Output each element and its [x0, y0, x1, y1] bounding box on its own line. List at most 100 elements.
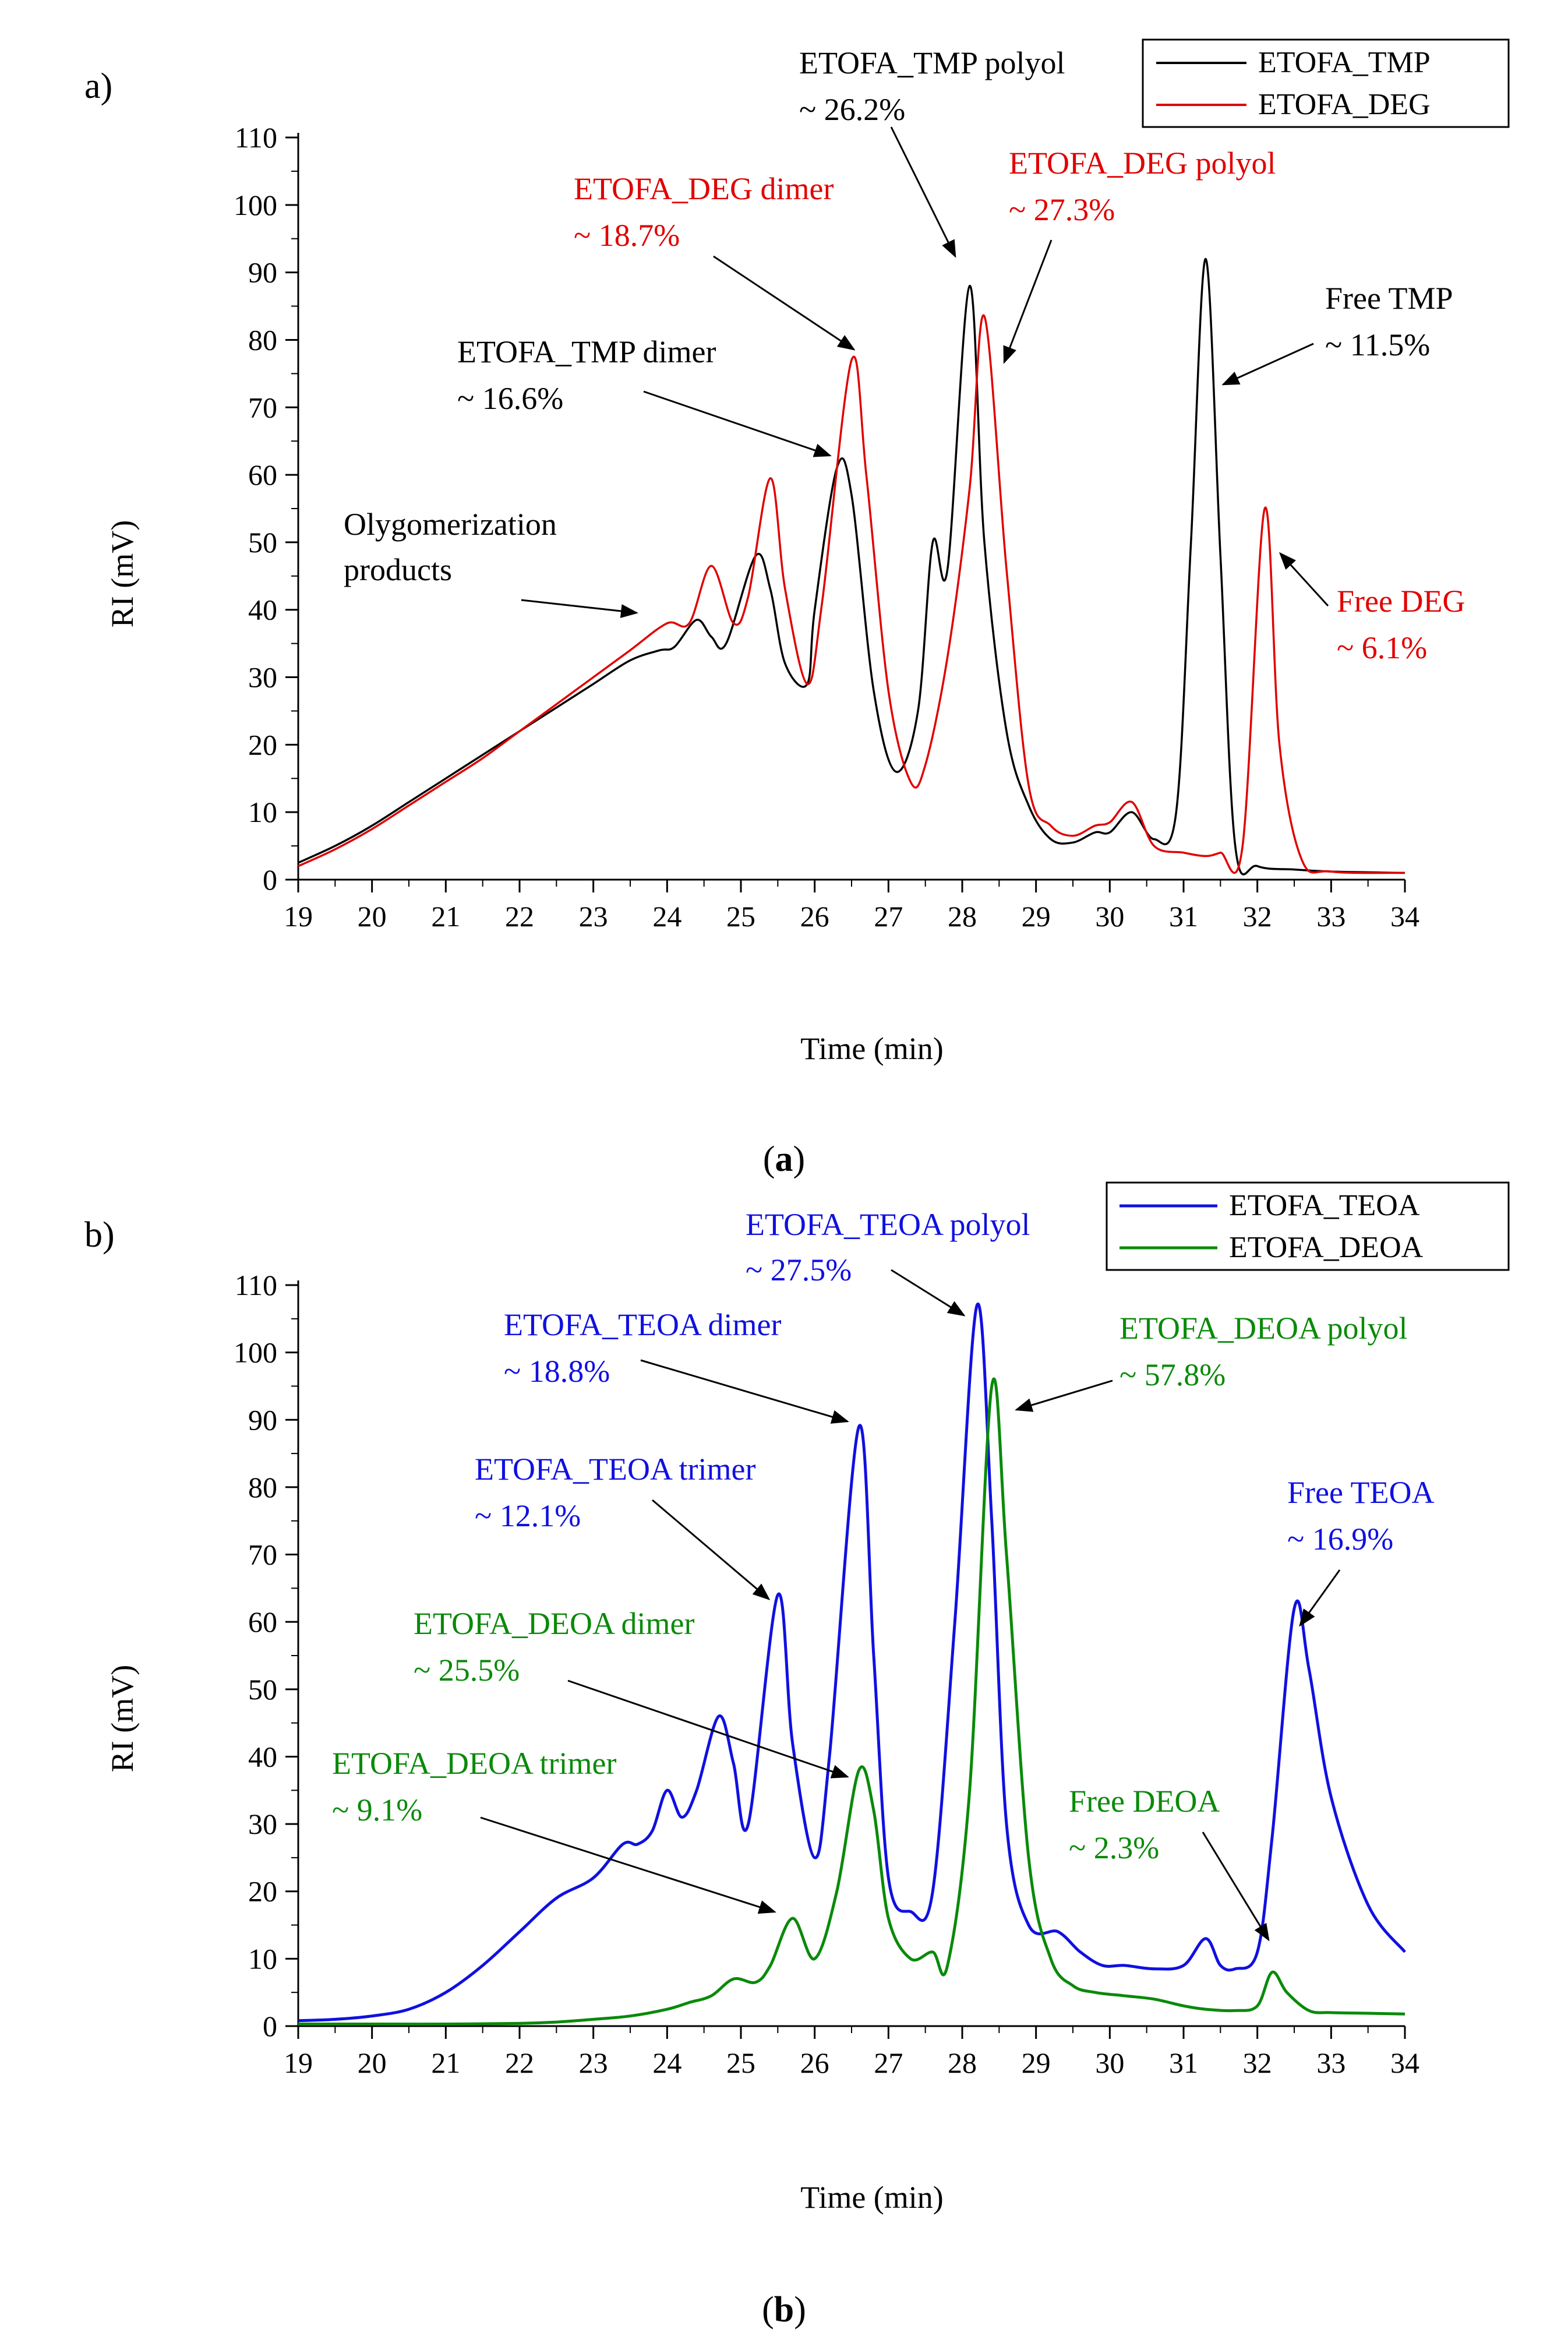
- panel-a-y-tick-label: 50: [248, 526, 277, 559]
- panel-a-x-tick-label: 31: [1169, 900, 1198, 933]
- panel-a-x-tick-label: 23: [579, 900, 608, 933]
- annotation-deoa-free-label: Free DEOA: [1069, 1784, 1220, 1819]
- panel-a-label: a): [84, 66, 112, 106]
- panel-a-series-lines: [298, 257, 1405, 876]
- panel-b-x-tick-label: 27: [874, 2046, 903, 2079]
- annotation-deg-polyol-label: ETOFA_DEG polyol: [1009, 146, 1276, 181]
- annotation-teoa-polyol-percent: ~ 27.5%: [746, 1252, 852, 1287]
- panel-b-y-tick-label: 60: [248, 1605, 277, 1638]
- panel-a-series-line-etofa-deg: [298, 314, 1405, 874]
- panel-b-label: b): [84, 1215, 115, 1255]
- panel-b-x-tick-label: 28: [948, 2046, 977, 2079]
- panel-b-x-tick-label: 24: [652, 2046, 681, 2079]
- panel-a-y-tick-label: 60: [248, 458, 277, 491]
- annotation-free-tmp-percent: ~ 11.5%: [1325, 327, 1430, 362]
- panel-a-x-tick-label: 28: [948, 900, 977, 933]
- panel-b-x-tick-label: 33: [1316, 2046, 1345, 2079]
- annotation-tmp-polyol-percent: ~ 26.2%: [799, 92, 905, 127]
- panel-a-x-tick-label: 30: [1095, 900, 1124, 933]
- panel-a-y-tick-label: 20: [248, 728, 277, 761]
- panel-b-legend-label-deoa: ETOFA_DEOA: [1229, 1231, 1424, 1264]
- panel-a-x-tick-label: 26: [800, 900, 829, 933]
- annotation-deg-dimer-percent: ~ 18.7%: [574, 218, 680, 253]
- annotation-deoa-trimer-percent: ~ 9.1%: [332, 1792, 422, 1827]
- annotation-deoa-free-arrow: [1202, 1832, 1270, 1942]
- panel-b-series-lines: [298, 1302, 1406, 2026]
- annotation-teoa-free-percent: ~ 16.9%: [1287, 1522, 1393, 1557]
- panel-b-x-tick-label: 32: [1243, 2046, 1272, 2079]
- panel-a-caption: (a): [763, 1139, 805, 1179]
- panel-a-caption-letter: a: [775, 1139, 793, 1179]
- panel-b-x-tick-label: 34: [1390, 2046, 1419, 2079]
- panel-a-y-tick-label: 10: [248, 796, 277, 828]
- annotation-oligomerization-arrow: [521, 599, 638, 618]
- panel-a-y-tick-label: 110: [235, 121, 277, 154]
- panel-b-x-axis-label: Time (min): [800, 2180, 944, 2215]
- annotation-teoa-dimer-percent: ~ 18.8%: [504, 1354, 610, 1389]
- annotation-teoa-free-arrow: [1299, 1569, 1341, 1627]
- panel-b-y-tick-label: 70: [248, 1538, 277, 1571]
- panel-a-legend-box: [1142, 38, 1510, 128]
- panel-a-x-tick-label: 22: [505, 900, 534, 933]
- panel-b-y-tick-label: 50: [248, 1673, 277, 1706]
- panel-a-x-tick-label: 34: [1390, 900, 1419, 933]
- annotation-deg-polyol-percent: ~ 27.3%: [1009, 192, 1115, 227]
- panel-b-legend: ETOFA_TEOA ETOFA_DEOA: [1106, 1181, 1510, 1271]
- panel-a-x-tick-label: 20: [358, 900, 387, 933]
- panel-b-legend-label-teoa: ETOFA_TEOA: [1229, 1189, 1420, 1222]
- annotation-deg-dimer-label: ETOFA_DEG dimer: [574, 171, 834, 206]
- panel-b-y-tick-label: 100: [234, 1336, 277, 1369]
- annotation-deoa-polyol-label: ETOFA_DEOA polyol: [1120, 1311, 1408, 1346]
- annotation-deoa-polyol-arrow: [1015, 1379, 1113, 1412]
- panel-b-x-tick-label: 31: [1169, 2046, 1198, 2079]
- panel-b-annotations: ETOFA_TEOA polyol ~ 27.5% ETOFA_TEOA dim…: [332, 1207, 1434, 1942]
- panel-b-y-axis-label: RI (mV): [105, 1665, 140, 1772]
- panel-a-x-tick-label: 27: [874, 900, 903, 933]
- panel-b-x-tick-label: 22: [505, 2046, 534, 2079]
- panel-b-chart: b) 19 20 21 22 23 24 25 26 27 28 29 30 31 32 33 34 0 10 2…: [84, 1181, 1510, 2330]
- panel-a-x-tick-label: 32: [1243, 900, 1272, 933]
- panel-a-legend-label-deg: ETOFA_DEG: [1258, 88, 1431, 121]
- panel-b-y-tick-label: 80: [248, 1471, 277, 1504]
- panel-a-legend-label-tmp: ETOFA_TMP: [1258, 46, 1431, 79]
- annotation-deoa-dimer-arrow: [567, 1679, 849, 1779]
- annotation-oligomerization-label-2: products: [344, 552, 452, 587]
- annotation-free-tmp-label: Free TMP: [1325, 281, 1453, 316]
- panel-b-legend-box: [1106, 1181, 1510, 1271]
- panel-a-series-line-etofa-tmp: [298, 257, 1405, 876]
- panel-a-y-axis-label: RI (mV): [105, 520, 140, 627]
- annotation-deoa-dimer-percent: ~ 25.5%: [414, 1653, 520, 1688]
- panel-b-x-tick-label: 23: [579, 2046, 608, 2079]
- panel-a-y-tick-label: 90: [248, 256, 277, 289]
- annotation-tmp-dimer-arrow: [643, 390, 832, 457]
- panel-b-y-ticks: 0 10 20 30 40 50 60 70 80 90 100 110: [234, 1269, 298, 2042]
- annotation-free-deg-arrow: [1279, 552, 1329, 607]
- panel-b-x-tick-label: 19: [284, 2046, 313, 2079]
- annotation-teoa-dimer-arrow: [640, 1359, 849, 1424]
- annotation-teoa-free-label: Free TEOA: [1287, 1475, 1434, 1510]
- panel-a-x-tick-label: 29: [1022, 900, 1051, 933]
- panel-a-annotations: Olygomerization products ETOFA_TMP dimer…: [344, 45, 1465, 665]
- annotation-deoa-free-percent: ~ 2.3%: [1069, 1830, 1159, 1865]
- panel-b-y-tick-label: 40: [248, 1740, 277, 1773]
- annotation-deoa-dimer-label: ETOFA_DEOA dimer: [414, 1606, 694, 1641]
- panel-b-x-tick-label: 26: [800, 2046, 829, 2079]
- annotation-free-deg-label: Free DEG: [1337, 584, 1465, 619]
- panel-b-y-tick-label: 90: [248, 1403, 277, 1436]
- panel-a-x-axis-label: Time (min): [800, 1031, 944, 1066]
- panel-a-y-ticks: 0 10 20 30 40 50 60 70 80 90 100 110: [234, 121, 298, 896]
- panel-b-x-tick-label: 29: [1022, 2046, 1051, 2079]
- panel-b-series-line-etofa-deoa: [298, 1377, 1405, 2026]
- annotation-teoa-trimer-arrow: [652, 1499, 771, 1600]
- panel-b-y-tick-label: 0: [263, 2010, 277, 2042]
- panel-b-x-tick-label: 20: [358, 2046, 387, 2079]
- panel-b-x-tick-label: 25: [726, 2046, 755, 2079]
- panel-a-x-ticks: 19 20 21 22 23 24 25 26 27 28 29 30 31 32 33 34: [284, 880, 1419, 933]
- panel-a-x-tick-label: 19: [284, 900, 313, 933]
- annotation-teoa-trimer-percent: ~ 12.1%: [475, 1498, 581, 1533]
- panel-a-x-tick-label: 24: [652, 900, 681, 933]
- annotation-teoa-trimer-label: ETOFA_TEOA trimer: [475, 1452, 755, 1487]
- panel-a-y-tick-label: 30: [248, 661, 277, 694]
- panel-b-caption: (b): [762, 2290, 806, 2330]
